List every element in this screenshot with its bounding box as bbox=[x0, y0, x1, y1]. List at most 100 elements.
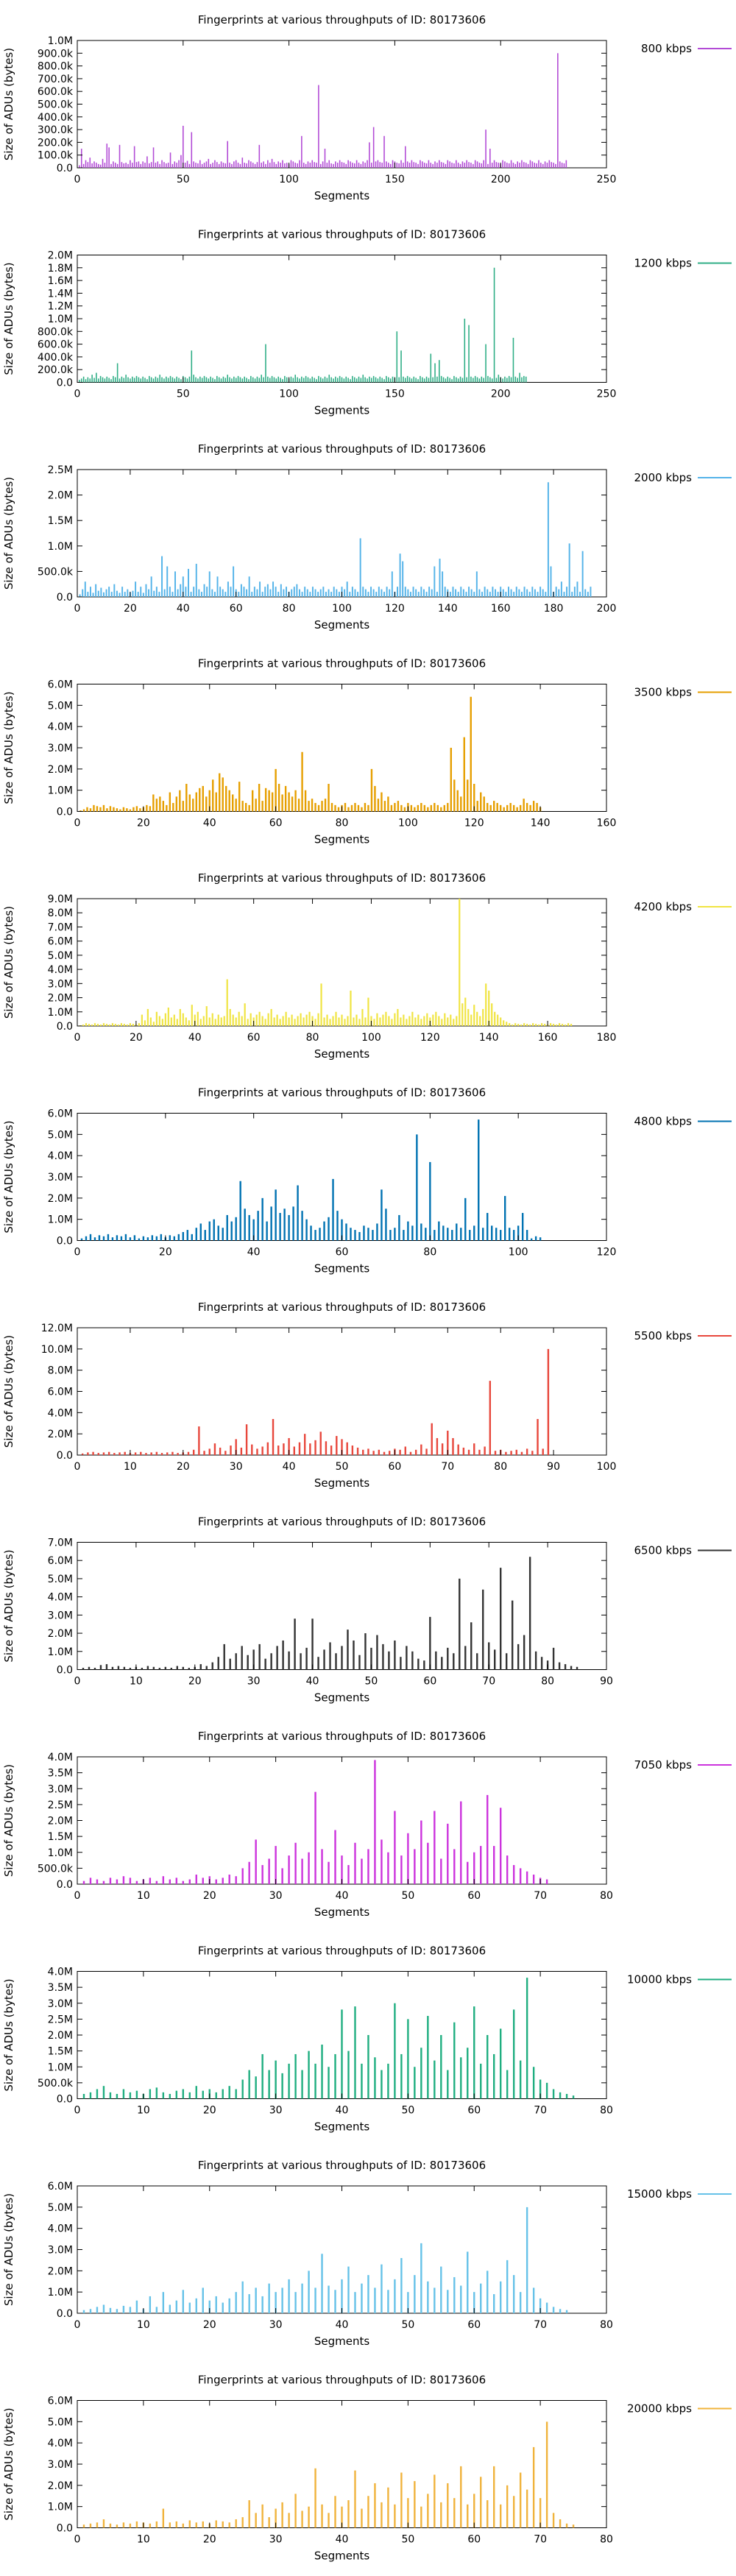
y-tick-label: 600.0k bbox=[38, 339, 74, 351]
y-tick-label: 1.5M bbox=[48, 515, 73, 527]
x-tick-label: 40 bbox=[247, 1247, 261, 1259]
x-tick-label: 30 bbox=[269, 2105, 283, 2117]
legend-label: 10000 kbps bbox=[627, 1973, 692, 1986]
y-axis-label: Size of ADUs (bytes) bbox=[2, 48, 15, 160]
y-tick-label: 1.0M bbox=[48, 541, 73, 553]
y-tick-label: 2.5M bbox=[48, 464, 73, 476]
y-tick-label: 5.0M bbox=[48, 950, 73, 962]
x-tick-label: 20 bbox=[203, 2105, 216, 2117]
x-axis-label: Segments bbox=[314, 189, 370, 202]
y-tick-label: 6.0M bbox=[48, 1387, 73, 1398]
y-axis-label: Size of ADUs (bytes) bbox=[2, 262, 15, 375]
x-tick-label: 60 bbox=[388, 1461, 401, 1473]
x-tick-label: 50 bbox=[336, 1461, 349, 1473]
y-tick-label: 6.0M bbox=[48, 1108, 73, 1120]
x-tick-label: 80 bbox=[600, 1890, 613, 1902]
x-tick-label: 20 bbox=[177, 1461, 190, 1473]
x-tick-label: 0 bbox=[74, 1032, 81, 1044]
x-tick-label: 60 bbox=[467, 2319, 481, 2331]
y-tick-label: 5.0M bbox=[48, 2202, 73, 2214]
y-tick-label: 3.0M bbox=[48, 1783, 73, 1795]
x-tick-label: 0 bbox=[74, 2105, 81, 2117]
x-tick-label: 20 bbox=[203, 1890, 216, 1902]
chart-title: Fingerprints at various throughputs of I… bbox=[198, 2374, 486, 2387]
y-tick-label: 500.0k bbox=[38, 2078, 74, 2090]
legend-label: 3500 kbps bbox=[634, 686, 693, 699]
plot-frame bbox=[77, 898, 607, 1027]
x-axis-label: Segments bbox=[314, 833, 370, 846]
x-tick-label: 50 bbox=[401, 2534, 414, 2546]
x-tick-label: 0 bbox=[74, 1676, 81, 1688]
chart-title: Fingerprints at various throughputs of I… bbox=[198, 657, 486, 670]
chart-panel: Fingerprints at various throughputs of I… bbox=[2, 1301, 732, 1490]
x-tick-label: 100 bbox=[279, 174, 299, 185]
chart-title: Fingerprints at various throughputs of I… bbox=[198, 442, 486, 456]
x-tick-label: 140 bbox=[531, 818, 551, 829]
y-tick-label: 1.0M bbox=[48, 2062, 73, 2073]
y-tick-label: 4.0M bbox=[48, 2223, 73, 2235]
y-tick-label: 4.0M bbox=[48, 1407, 73, 1419]
x-tick-label: 20 bbox=[137, 818, 150, 829]
y-tick-label: 0.0 bbox=[57, 2308, 73, 2320]
y-tick-label: 3.0M bbox=[48, 743, 73, 754]
x-tick-label: 40 bbox=[283, 1461, 296, 1473]
y-tick-label: 3.0M bbox=[48, 1610, 73, 1621]
x-tick-label: 100 bbox=[279, 389, 299, 400]
y-tick-label: 0.0 bbox=[57, 807, 73, 818]
x-tick-label: 10 bbox=[137, 1890, 150, 1902]
y-tick-label: 7.0M bbox=[48, 1538, 73, 1549]
x-tick-label: 0 bbox=[74, 2319, 81, 2331]
x-tick-label: 80 bbox=[494, 1461, 507, 1473]
x-tick-label: 200 bbox=[491, 389, 511, 400]
y-tick-label: 1.2M bbox=[48, 301, 73, 313]
x-tick-label: 40 bbox=[336, 2105, 349, 2117]
plot-frame bbox=[77, 1327, 607, 1456]
y-tick-label: 1.0M bbox=[48, 1847, 73, 1859]
y-tick-label: 0.0 bbox=[57, 1236, 73, 1248]
chart-panel: Fingerprints at various throughputs of I… bbox=[2, 871, 732, 1061]
y-tick-label: 600.0k bbox=[38, 86, 74, 98]
y-tick-label: 400.0k bbox=[38, 112, 74, 124]
x-tick-label: 20 bbox=[203, 2319, 216, 2331]
x-tick-label: 10 bbox=[137, 2319, 150, 2331]
x-tick-label: 0 bbox=[74, 174, 81, 185]
x-tick-label: 30 bbox=[230, 1461, 243, 1473]
y-tick-label: 4.0M bbox=[48, 2438, 73, 2449]
y-tick-label: 0.0 bbox=[57, 1665, 73, 1677]
chart-panel: Fingerprints at various throughputs of I… bbox=[2, 13, 732, 202]
chart-title: Fingerprints at various throughputs of I… bbox=[198, 1515, 486, 1529]
y-tick-label: 0.0 bbox=[57, 2523, 73, 2535]
y-axis-label: Size of ADUs (bytes) bbox=[2, 691, 15, 804]
x-tick-label: 60 bbox=[467, 1890, 481, 1902]
chart-title: Fingerprints at various throughputs of I… bbox=[198, 1730, 486, 1743]
y-axis-label: Size of ADUs (bytes) bbox=[2, 906, 15, 1019]
y-tick-label: 2.0M bbox=[48, 1628, 73, 1640]
y-tick-label: 6.0M bbox=[48, 936, 73, 948]
y-axis-label: Size of ADUs (bytes) bbox=[2, 1764, 15, 1877]
y-axis-label: Size of ADUs (bytes) bbox=[2, 477, 15, 590]
y-tick-label: 1.8M bbox=[48, 263, 73, 275]
x-axis-label: Segments bbox=[314, 1262, 370, 1275]
x-tick-label: 0 bbox=[74, 389, 81, 400]
x-tick-label: 50 bbox=[177, 174, 190, 185]
x-tick-label: 30 bbox=[247, 1676, 261, 1688]
x-tick-label: 70 bbox=[534, 2319, 547, 2331]
y-tick-label: 1.5M bbox=[48, 1831, 73, 1843]
x-axis-label: Segments bbox=[314, 1691, 370, 1705]
y-tick-label: 5.0M bbox=[48, 1129, 73, 1141]
x-tick-label: 40 bbox=[188, 1032, 202, 1044]
chart-panel: Fingerprints at various throughputs of I… bbox=[2, 1515, 732, 1705]
y-tick-label: 12.0M bbox=[41, 1323, 73, 1334]
x-axis-label: Segments bbox=[314, 404, 370, 417]
x-tick-label: 40 bbox=[177, 603, 190, 615]
y-tick-label: 900.0k bbox=[38, 48, 74, 60]
x-tick-label: 120 bbox=[420, 1032, 440, 1044]
x-tick-label: 70 bbox=[441, 1461, 454, 1473]
chart-panel: Fingerprints at various throughputs of I… bbox=[2, 1730, 732, 1919]
x-tick-label: 180 bbox=[544, 603, 564, 615]
y-tick-label: 700.0k bbox=[38, 74, 74, 85]
chart-title: Fingerprints at various throughputs of I… bbox=[198, 228, 486, 241]
x-tick-label: 80 bbox=[600, 2534, 613, 2546]
y-tick-label: 1.0M bbox=[48, 2287, 73, 2299]
